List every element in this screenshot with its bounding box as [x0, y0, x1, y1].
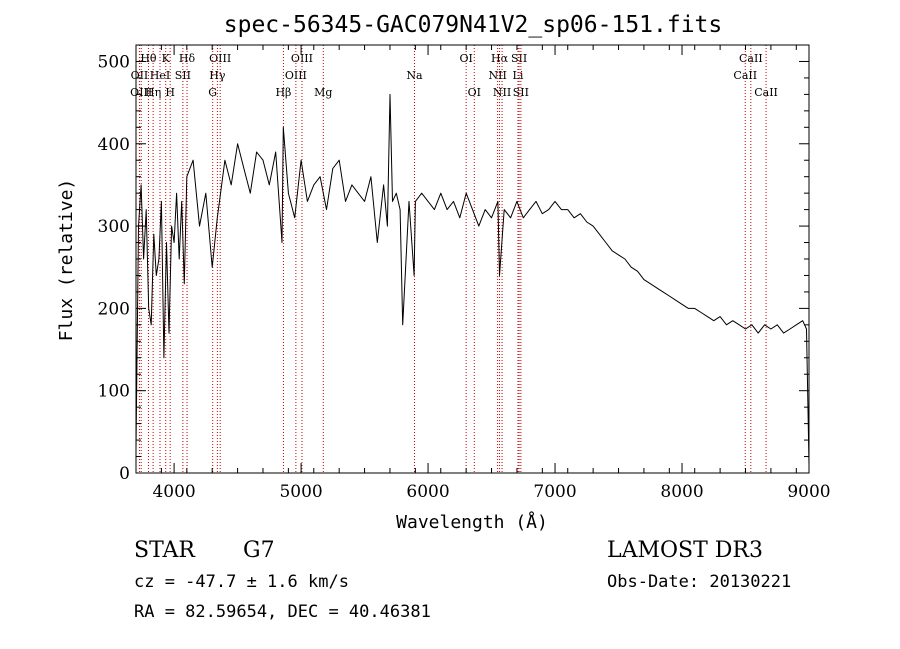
- x-tick-label: 8000: [660, 482, 703, 502]
- spectrum-line: [135, 93, 810, 465]
- marker-label: HeI: [150, 69, 170, 82]
- marker-label: Hθ: [140, 52, 157, 65]
- chart-title: spec-56345-GAC079N41V2_sp06-151.fits: [224, 12, 723, 38]
- marker-label: Mg: [314, 86, 332, 99]
- observation-date: Obs-Date: 20130221: [607, 572, 792, 592]
- marker-label: Hβ: [275, 86, 291, 99]
- marker-label: CaII: [754, 86, 778, 99]
- marker-label: SII: [511, 52, 527, 65]
- marker-label: Hα: [491, 52, 509, 65]
- marker-label: CaII: [733, 69, 757, 82]
- y-tick-label: 200: [98, 299, 130, 319]
- sky-coordinates: RA = 82.59654, DEC = 40.46381: [134, 602, 431, 622]
- marker-label: K: [162, 52, 171, 65]
- survey-name: LAMOST DR3: [607, 538, 763, 563]
- x-tick-label: 7000: [533, 482, 576, 502]
- y-tick-label: 0: [119, 464, 130, 484]
- marker-label: SII: [513, 86, 529, 99]
- marker-label: Na: [406, 69, 423, 82]
- y-tick-label: 400: [98, 135, 130, 155]
- marker-label: NII: [493, 86, 511, 99]
- marker-label: Hγ: [209, 69, 226, 82]
- y-tick-label: 300: [98, 217, 130, 237]
- marker-label: H: [165, 86, 175, 99]
- y-tick-label: 500: [98, 52, 130, 72]
- x-tick-label: 4000: [152, 482, 195, 502]
- x-tick-label: 5000: [279, 482, 322, 502]
- marker-label: G: [208, 86, 217, 99]
- object-subclass: G7: [243, 538, 275, 563]
- axes: 4000 5000 6000 7000 8000 9000 0 100 200 300 400 500: [98, 45, 831, 502]
- marker-label: OIII: [209, 52, 231, 65]
- y-tick-label: 100: [98, 382, 130, 402]
- marker-label: Li: [513, 69, 524, 82]
- plot-frame: [135, 44, 810, 474]
- marker-label: OIII: [291, 52, 313, 65]
- marker-label: OI: [459, 52, 472, 65]
- marker-label: SII: [175, 69, 191, 82]
- object-class: STAR: [134, 538, 195, 563]
- x-tick-label: 6000: [406, 482, 449, 502]
- marker-label: CaII: [739, 52, 763, 65]
- marker-label: Hη: [145, 86, 161, 99]
- x-axis-label: Wavelength (Å): [396, 511, 548, 533]
- x-tick-label: 9000: [787, 482, 830, 502]
- y-axis-label: Flux (relative): [56, 179, 77, 342]
- marker-label: NII: [488, 69, 506, 82]
- marker-label: Hδ: [179, 52, 196, 65]
- marker-label: OII: [131, 69, 149, 82]
- marker-label: OIII: [285, 69, 307, 82]
- redshift-velocity: cz = -47.7 ± 1.6 km/s: [134, 572, 349, 592]
- marker-label: OI: [468, 86, 481, 99]
